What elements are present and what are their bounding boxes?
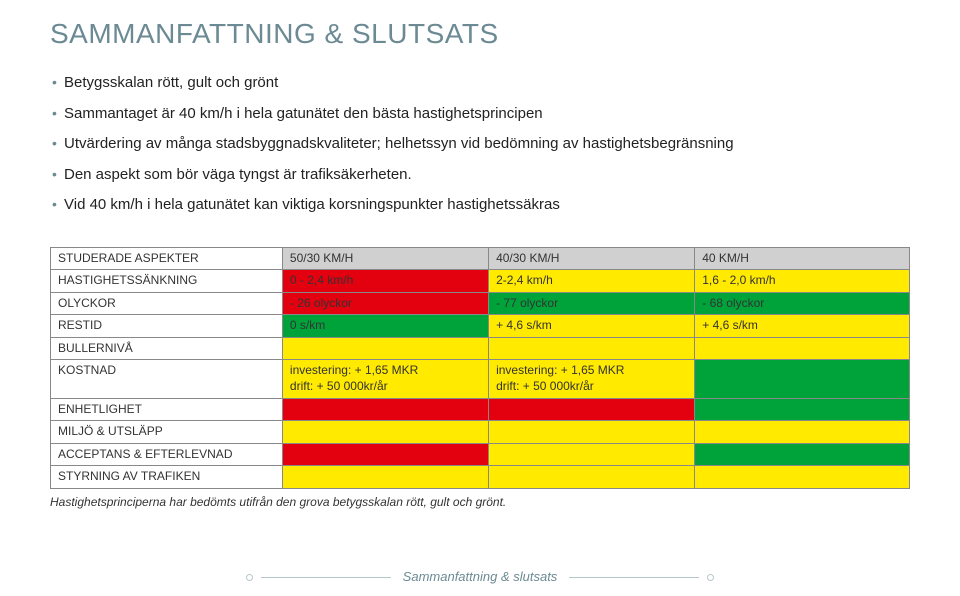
bullet-item: Vid 40 km/h i hela gatunätet kan viktiga…: [52, 194, 910, 217]
table-cell: 2-2,4 km/h: [489, 270, 695, 293]
page-title: SAMMANFATTNING & SLUTSATS: [50, 18, 910, 50]
bullet-item: Utvärdering av många stadsbyggnadskvalit…: [52, 133, 910, 156]
table-cell: [695, 443, 910, 466]
table-cell: [489, 443, 695, 466]
table-cell: [282, 398, 488, 421]
table-corner-cell: STUDERADE ASPEKTER: [51, 247, 283, 270]
table-row: OLYCKOR- 26 olyckor- 77 olyckor- 68 olyc…: [51, 292, 910, 315]
table-cell: [695, 360, 910, 398]
table-cell: [695, 466, 910, 489]
table-header-row: STUDERADE ASPEKTER50/30 KM/H40/30 KM/H40…: [51, 247, 910, 270]
table-caption: Hastighetsprinciperna har bedömts utifrå…: [50, 495, 910, 509]
table-row: MILJÖ & UTSLÄPP: [51, 421, 910, 444]
table-row: KOSTNADinvestering: + 1,65 MKRdrift: + 5…: [51, 360, 910, 398]
table-column-header: 40/30 KM/H: [489, 247, 695, 270]
table-cell: [282, 337, 488, 360]
bullet-item: Betygsskalan rött, gult och grönt: [52, 72, 910, 95]
table-cell: [695, 421, 910, 444]
footer-dot-icon: [246, 574, 253, 581]
table-cell: [695, 337, 910, 360]
table-row: RESTID0 s/km+ 4,6 s/km+ 4,6 s/km: [51, 315, 910, 338]
table-cell: [489, 421, 695, 444]
table-column-header: 50/30 KM/H: [282, 247, 488, 270]
footer-dot-icon: [707, 574, 714, 581]
table-cell: investering: + 1,65 MKRdrift: + 50 000kr…: [489, 360, 695, 398]
bullet-item: Sammantaget är 40 km/h i hela gatunätet …: [52, 103, 910, 126]
table-cell: [282, 421, 488, 444]
table-cell: [489, 398, 695, 421]
table-cell: [695, 398, 910, 421]
table-cell: - 68 olyckor: [695, 292, 910, 315]
table-cell: + 4,6 s/km: [695, 315, 910, 338]
footer-text: Sammanfattning & slutsats: [403, 569, 558, 584]
table-row: HASTIGHETSSÄNKNING0 - 2,4 km/h2-2,4 km/h…: [51, 270, 910, 293]
table-cell: investering: + 1,65 MKRdrift: + 50 000kr…: [282, 360, 488, 398]
table-cell: - 77 olyckor: [489, 292, 695, 315]
table-cell: + 4,6 s/km: [489, 315, 695, 338]
row-label: RESTID: [51, 315, 283, 338]
table-row: BULLERNIVÅ: [51, 337, 910, 360]
table-cell: [282, 466, 488, 489]
table-cell: 1,6 - 2,0 km/h: [695, 270, 910, 293]
table-cell: [489, 337, 695, 360]
row-label: ACCEPTANS & EFTERLEVNAD: [51, 443, 283, 466]
row-label: BULLERNIVÅ: [51, 337, 283, 360]
bullet-item: Den aspekt som bör väga tyngst är trafik…: [52, 164, 910, 187]
table-cell: [282, 443, 488, 466]
table-column-header: 40 KM/H: [695, 247, 910, 270]
table-cell: 0 - 2,4 km/h: [282, 270, 488, 293]
table-row: STYRNING AV TRAFIKEN: [51, 466, 910, 489]
aspects-table: STUDERADE ASPEKTER50/30 KM/H40/30 KM/H40…: [50, 247, 910, 490]
row-label: MILJÖ & UTSLÄPP: [51, 421, 283, 444]
table-cell: [489, 466, 695, 489]
bullet-list: Betygsskalan rött, gult och grönt Sammant…: [50, 72, 910, 217]
table-row: ENHETLIGHET: [51, 398, 910, 421]
row-label: STYRNING AV TRAFIKEN: [51, 466, 283, 489]
table-row: ACCEPTANS & EFTERLEVNAD: [51, 443, 910, 466]
row-label: OLYCKOR: [51, 292, 283, 315]
row-label: ENHETLIGHET: [51, 398, 283, 421]
row-label: HASTIGHETSSÄNKNING: [51, 270, 283, 293]
table-cell: - 26 olyckor: [282, 292, 488, 315]
page-footer: Sammanfattning & slutsats: [0, 569, 960, 584]
table-cell: 0 s/km: [282, 315, 488, 338]
row-label: KOSTNAD: [51, 360, 283, 398]
